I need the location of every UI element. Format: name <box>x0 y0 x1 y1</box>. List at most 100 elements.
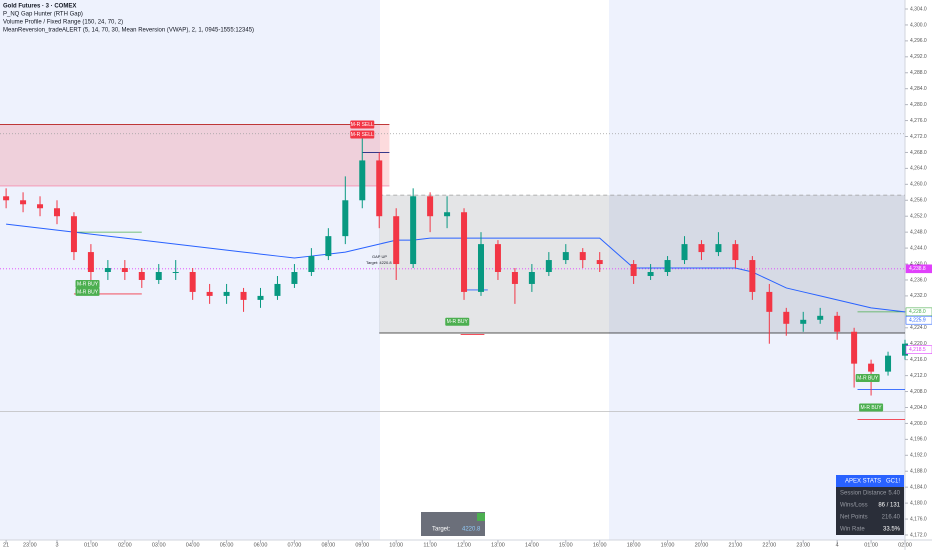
stats-key: Net Points <box>840 515 868 521</box>
candle-body <box>698 244 705 253</box>
candle-body <box>766 291 773 312</box>
y-tick-label: 4,272.0 <box>910 134 927 140</box>
candle-body <box>138 272 145 280</box>
candle-body <box>834 315 841 332</box>
y-tick-label: 4,192.0 <box>910 453 927 459</box>
candle-body <box>291 272 298 284</box>
candle-body <box>461 212 468 292</box>
y-tick-label: 4,240.0 <box>910 261 927 267</box>
candle-body <box>902 343 908 356</box>
x-tick-label: 16:00 <box>593 542 607 548</box>
candle-body <box>37 204 44 209</box>
stats-key: Win Rate <box>840 527 865 533</box>
y-tick-label: 4,196.0 <box>910 437 927 443</box>
y-tick-label: 4,244.0 <box>910 245 927 251</box>
indicator-label: Volume Profile / Fixed Range (150, 24, 7… <box>3 20 123 26</box>
price-tag-label: 4,225.9 <box>909 318 926 324</box>
x-tick-label: 13:00 <box>491 542 505 548</box>
y-tick-label: 4,248.0 <box>910 229 927 235</box>
x-tick-label: 05:00 <box>220 542 234 548</box>
y-tick-label: 4,180.0 <box>910 500 927 506</box>
signal-label: M-R SELL <box>351 122 374 128</box>
price-tag <box>905 307 932 317</box>
y-tick-label: 4,216.0 <box>910 357 927 363</box>
stats-value: 86 / 131 <box>878 503 900 509</box>
x-tick-label: 18:00 <box>627 542 641 548</box>
y-tick-label: 4,208.0 <box>910 389 927 395</box>
x-tick-label: 04:00 <box>186 542 200 548</box>
y-tick-label: 4,260.0 <box>910 182 927 188</box>
target-label: Target: <box>432 527 451 533</box>
y-tick-label: 4,176.0 <box>910 516 927 522</box>
candle-body <box>189 272 196 292</box>
candle-body <box>545 260 552 272</box>
price-tag <box>905 264 932 274</box>
x-tick-label: 07:00 <box>288 542 302 548</box>
signal-label: M-R BUY <box>447 319 469 325</box>
candle-body <box>20 200 27 205</box>
y-tick-label: 4,172.0 <box>910 532 927 538</box>
y-tick-label: 4,212.0 <box>910 373 927 379</box>
x-tick-label: 23:00 <box>796 542 810 548</box>
candle-body <box>206 291 213 296</box>
signal-label-bg <box>75 279 100 288</box>
y-tick-label: 4,280.0 <box>910 102 927 108</box>
x-tick-label: 23:00 <box>23 542 37 548</box>
candle-body <box>868 363 875 372</box>
candle-body <box>749 260 756 292</box>
stats-value: 33.5% <box>883 527 901 533</box>
x-tick-label: 09:00 <box>355 542 369 548</box>
y-tick-label: 4,184.0 <box>910 485 927 491</box>
signal-label: M-R BUY <box>857 375 879 381</box>
x-tick-label: 15:00 <box>559 542 573 548</box>
stats-value: 5.40 <box>888 491 900 497</box>
candle-body <box>342 200 349 237</box>
signal-label-bg <box>350 120 375 129</box>
y-tick-label: 4,268.0 <box>910 150 927 156</box>
x-tick-label: 14:00 <box>525 542 539 548</box>
gap-note: Target: 4220.8 <box>366 260 392 265</box>
candle-body <box>596 260 603 265</box>
candle-body <box>155 272 162 280</box>
x-tick-label: 02:00 <box>898 542 912 548</box>
x-tick-label: 08:00 <box>321 542 335 548</box>
x-tick-label: 4 <box>836 542 839 548</box>
stats-key: Wins/Loss <box>840 503 868 509</box>
y-tick-label: 4,276.0 <box>910 118 927 124</box>
x-tick-label: 01:00 <box>84 542 98 548</box>
y-tick-label: 4,284.0 <box>910 86 927 92</box>
x-tick-label: 02:00 <box>118 542 132 548</box>
y-tick-label: 4,204.0 <box>910 405 927 411</box>
price-tag-label: 4,218.5 <box>909 347 926 353</box>
x-tick-label: 22:00 <box>762 542 776 548</box>
candle-body <box>308 256 315 272</box>
candle-body <box>562 252 569 261</box>
candle-body <box>104 268 111 272</box>
candle-body <box>376 160 383 217</box>
indicator-label: P_NQ Gap Hunter (RTH Gap) <box>3 12 83 18</box>
x-tick-label: 06:00 <box>254 542 268 548</box>
x-tick-label: 11:00 <box>423 542 436 548</box>
zone <box>0 124 390 186</box>
y-tick-label: 4,292.0 <box>910 54 927 60</box>
candle-body <box>477 244 484 292</box>
signal-label: M-R BUY <box>77 281 99 287</box>
y-tick-label: 4,264.0 <box>910 166 927 172</box>
signal-label-bg <box>350 130 375 139</box>
candle-body <box>359 160 366 201</box>
y-tick-label: 4,296.0 <box>910 38 927 44</box>
signal-label-bg <box>445 317 470 326</box>
x-tick-label: 20:00 <box>695 542 709 548</box>
candle-body <box>121 268 128 272</box>
candle-body <box>172 272 179 273</box>
candle-body <box>3 196 10 201</box>
candle-body <box>257 295 264 300</box>
x-tick-label: 21 <box>3 542 9 548</box>
x-tick-label: 12:00 <box>457 542 471 548</box>
candle-body <box>817 315 824 320</box>
x-tick-label: 03:00 <box>152 542 166 548</box>
y-tick-label: 4,188.0 <box>910 469 927 475</box>
y-tick-label: 4,288.0 <box>910 70 927 76</box>
y-tick-label: 4,236.0 <box>910 277 927 283</box>
